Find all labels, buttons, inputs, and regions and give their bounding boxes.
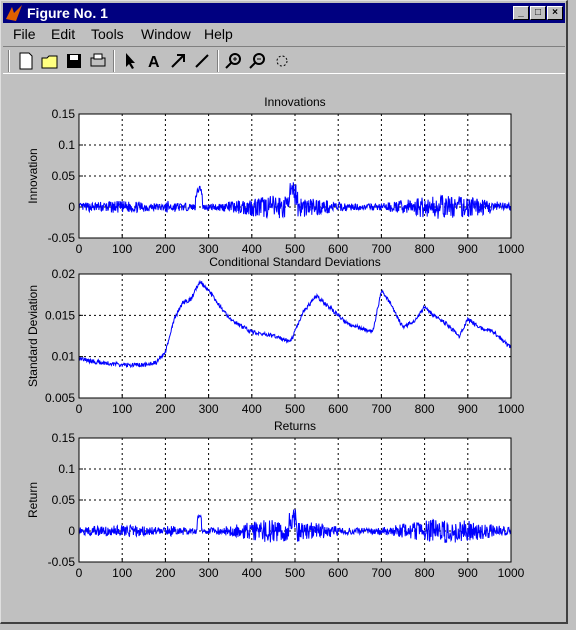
x-tick-label: 0	[76, 566, 83, 580]
x-tick-label: 700	[371, 566, 391, 580]
x-tick-label: 400	[242, 242, 262, 256]
x-tick-label: 500	[285, 242, 305, 256]
x-tick-label: 200	[155, 566, 175, 580]
new-file-icon[interactable]	[15, 50, 37, 72]
x-tick-label: 300	[199, 242, 219, 256]
line-icon[interactable]	[191, 50, 213, 72]
y-tick-label: 0.05	[52, 493, 76, 507]
svg-text:A: A	[148, 54, 160, 71]
x-tick-label: 400	[242, 402, 262, 416]
y-tick-label: 0.1	[58, 462, 75, 476]
x-tick-label: 300	[199, 402, 219, 416]
x-tick-label: 300	[199, 566, 219, 580]
title-bar: Figure No. 1 _ □ ×	[3, 3, 565, 23]
zoom-out-icon[interactable]	[247, 50, 269, 72]
x-tick-label: 800	[415, 566, 435, 580]
x-tick-label: 1000	[498, 566, 525, 580]
x-tick-label: 800	[415, 242, 435, 256]
x-tick-label: 400	[242, 566, 262, 580]
zoom-in-icon[interactable]	[223, 50, 245, 72]
x-tick-label: 100	[112, 402, 132, 416]
x-tick-label: 0	[76, 402, 83, 416]
y-axis-label: Return	[26, 482, 40, 518]
menu-bar: File Edit Tools Window Help	[3, 24, 565, 44]
y-tick-label: 0	[68, 524, 75, 538]
x-tick-label: 200	[155, 242, 175, 256]
y-tick-label: 0.1	[58, 138, 75, 152]
y-tick-label: -0.05	[48, 555, 76, 569]
series-line	[78, 182, 512, 219]
x-tick-label: 600	[328, 402, 348, 416]
plot-frame	[78, 437, 512, 563]
text-icon[interactable]: A	[143, 50, 165, 72]
plots-svg: 0 100 200 300 400 500 600 700 800 900 1000-0.0500.…	[26, 95, 525, 580]
menu-tools[interactable]: Tools	[91, 26, 124, 42]
chart-title: Returns	[274, 419, 316, 433]
x-tick-label: 900	[458, 402, 478, 416]
menu-window[interactable]: Window	[141, 26, 191, 42]
x-tick-label: 900	[458, 242, 478, 256]
series-line	[78, 509, 512, 543]
x-tick-label: 0	[76, 242, 83, 256]
toolbar-grip	[8, 50, 10, 72]
y-tick-label: 0.15	[52, 431, 76, 445]
print-icon[interactable]	[87, 50, 109, 72]
menu-help[interactable]: Help	[204, 26, 233, 42]
x-tick-label: 900	[458, 566, 478, 580]
y-axis-label: Innovation	[26, 148, 40, 203]
maximize-button[interactable]: □	[530, 6, 546, 20]
figure-window: Figure No. 1 _ □ × File Edit Tools Windo…	[0, 0, 568, 624]
x-tick-label: 100	[112, 566, 132, 580]
chart-title: Conditional Standard Deviations	[209, 255, 380, 269]
toolbar: A	[3, 46, 565, 74]
x-tick-label: 100	[112, 242, 132, 256]
plot-frame	[78, 113, 512, 239]
x-tick-label: 1000	[498, 242, 525, 256]
y-tick-label: 0.15	[52, 107, 76, 121]
toolbar-separator	[217, 50, 219, 72]
plot-frame	[78, 273, 512, 399]
chart-title: Innovations	[264, 95, 325, 109]
toolbar-separator	[113, 50, 115, 72]
arrow-icon[interactable]	[167, 50, 189, 72]
x-tick-label: 1000	[498, 402, 525, 416]
window-title: Figure No. 1	[27, 5, 108, 21]
x-tick-label: 700	[371, 402, 391, 416]
series-line	[78, 279, 512, 369]
pointer-icon[interactable]	[119, 50, 141, 72]
y-tick-label: -0.05	[48, 231, 76, 245]
x-tick-label: 500	[285, 402, 305, 416]
menu-edit[interactable]: Edit	[51, 26, 76, 42]
y-tick-label: 0.015	[45, 308, 75, 322]
y-tick-label: 0.01	[52, 350, 76, 364]
close-button[interactable]: ×	[547, 6, 563, 20]
menu-file[interactable]: File	[13, 26, 36, 42]
y-axis-label: Standard Deviation	[26, 285, 40, 387]
x-tick-label: 600	[328, 566, 348, 580]
y-tick-label: 0.05	[52, 169, 76, 183]
y-tick-label: 0.005	[45, 391, 75, 405]
rotate-icon[interactable]	[271, 50, 293, 72]
x-tick-label: 800	[415, 402, 435, 416]
y-tick-label: 0.02	[52, 267, 76, 281]
x-tick-label: 200	[155, 402, 175, 416]
x-tick-label: 600	[328, 242, 348, 256]
x-tick-label: 500	[285, 566, 305, 580]
minimize-button[interactable]: _	[513, 6, 529, 20]
matlab-app-icon	[6, 5, 22, 21]
save-icon[interactable]	[63, 50, 85, 72]
y-tick-label: 0	[68, 200, 75, 214]
x-tick-label: 700	[371, 242, 391, 256]
open-file-icon[interactable]	[39, 50, 61, 72]
